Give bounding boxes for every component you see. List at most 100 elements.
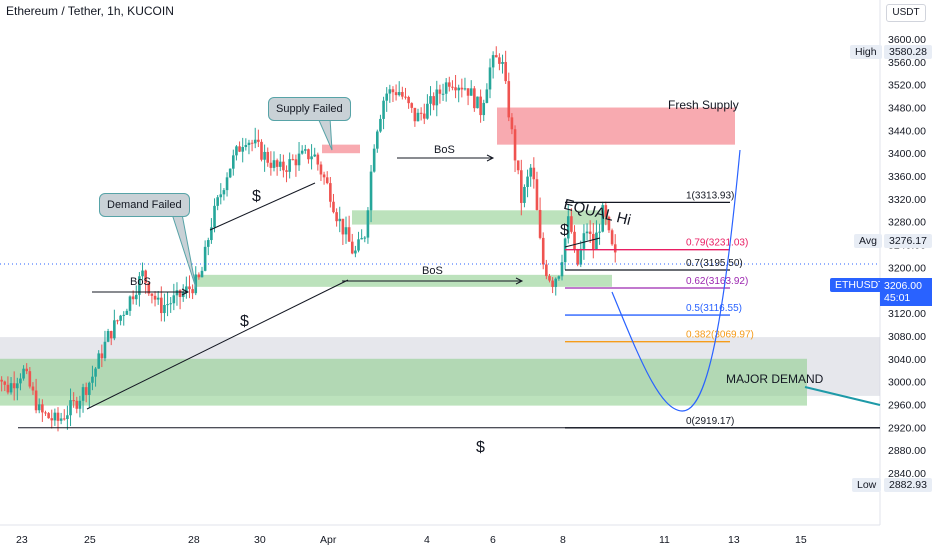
x-tick-label: Apr xyxy=(320,534,337,546)
candle-body xyxy=(269,162,273,168)
candle-body xyxy=(9,383,13,393)
candle-body xyxy=(322,174,326,178)
candle-body xyxy=(160,297,163,314)
candle-body xyxy=(222,190,226,195)
candle-body xyxy=(150,293,154,296)
candle-body xyxy=(444,82,448,94)
candle-body xyxy=(513,129,517,161)
candle-body xyxy=(338,218,342,222)
candle-body xyxy=(595,232,598,250)
x-tick-label: 8 xyxy=(560,534,566,546)
candle-body xyxy=(84,387,88,395)
candle-body xyxy=(109,330,113,339)
candle-body xyxy=(44,412,47,414)
y-tick-label: 3520.00 xyxy=(888,80,926,92)
bos-label-3: BoS xyxy=(422,265,443,277)
candle-body xyxy=(122,314,126,316)
callout-pointer xyxy=(171,213,197,289)
candle-body xyxy=(585,231,589,234)
low-label: Low xyxy=(852,478,882,492)
candle-body xyxy=(228,168,232,178)
candle-body xyxy=(582,233,586,249)
candle-body xyxy=(225,177,229,191)
candle-body xyxy=(50,418,54,421)
candle-body xyxy=(31,386,35,391)
x-tick-label: 11 xyxy=(659,534,670,546)
candle-body xyxy=(382,100,385,119)
candle-body xyxy=(397,92,401,96)
candle-body xyxy=(59,418,63,421)
candle-body xyxy=(541,237,545,265)
candle-body xyxy=(247,142,251,146)
candle-body xyxy=(116,320,119,322)
candle-body xyxy=(466,88,470,96)
candle-body xyxy=(557,276,561,279)
current-price-value: 3206.00 xyxy=(884,280,922,292)
candle-body xyxy=(576,249,579,265)
candle-body xyxy=(134,294,138,300)
avg-label: Avg xyxy=(854,234,882,248)
candle-body xyxy=(429,96,432,104)
candle-body xyxy=(357,239,360,251)
fib-level-label: 0.5(3116.55) xyxy=(686,303,742,314)
candle-body xyxy=(376,131,379,149)
x-tick-label: 28 xyxy=(188,534,200,546)
y-tick-label: 2960.00 xyxy=(888,399,926,411)
candle-body xyxy=(19,378,22,384)
candle-body xyxy=(579,248,583,265)
liquidity-dollar-2: $ xyxy=(240,313,249,330)
candle-body xyxy=(257,139,260,142)
candle-body xyxy=(410,103,414,108)
candle-body xyxy=(97,353,100,369)
candle-body xyxy=(219,194,223,198)
y-tick-label: 3280.00 xyxy=(888,217,926,229)
candle-body xyxy=(275,160,279,167)
fib-level-label: 0.382(3069.97) xyxy=(686,330,754,341)
candle-body xyxy=(485,89,489,103)
candle-body xyxy=(72,400,75,402)
candle-body xyxy=(244,145,248,148)
candle-body xyxy=(34,390,38,411)
candle-body xyxy=(350,241,354,254)
candle-body xyxy=(260,141,263,160)
candle-body xyxy=(188,286,191,290)
candle-body xyxy=(91,376,94,383)
candle-body xyxy=(372,148,376,172)
candle-body xyxy=(166,304,169,306)
candle-body xyxy=(169,303,172,305)
candle-body xyxy=(363,237,367,239)
candle-body xyxy=(548,276,551,281)
current-price-tag: 3206.00 45:01 xyxy=(880,278,932,306)
trendline xyxy=(86,279,349,410)
candle-body xyxy=(507,81,511,118)
currency-button[interactable]: USDT xyxy=(886,4,926,22)
candle-body xyxy=(216,197,219,206)
candle-body xyxy=(413,107,417,122)
candle-body xyxy=(194,274,198,294)
candle-body xyxy=(288,159,291,172)
candle-body xyxy=(128,296,132,311)
candle-body xyxy=(344,227,348,235)
candle-body xyxy=(291,159,295,161)
candle-body xyxy=(369,171,373,211)
y-tick-label: 3600.00 xyxy=(888,34,926,46)
candle-body xyxy=(545,264,548,277)
fib-level-label: 1(3313.93) xyxy=(686,190,734,201)
candle-body xyxy=(210,227,213,241)
candle-body xyxy=(147,282,151,294)
candle-body xyxy=(532,167,536,180)
y-tick-label: 3120.00 xyxy=(888,308,926,320)
candle-body xyxy=(570,216,573,232)
candle-body xyxy=(526,176,529,187)
high-value: 3580.28 xyxy=(884,45,932,59)
supply-zone xyxy=(497,107,735,145)
candle-body xyxy=(610,230,614,245)
demand-zone xyxy=(352,210,608,225)
candle-body xyxy=(153,295,157,300)
candle-body xyxy=(391,89,395,93)
candle-body xyxy=(588,231,592,234)
candle-body xyxy=(75,400,79,409)
candle-body xyxy=(422,113,426,119)
bos-arrow-head xyxy=(181,288,190,296)
